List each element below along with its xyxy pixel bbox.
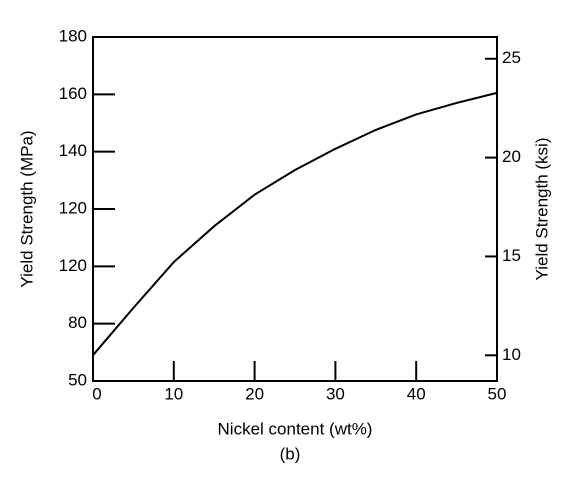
y2-tick-label: 20	[502, 147, 521, 166]
x-tick-label: 30	[326, 384, 345, 403]
y-axis-label: Yield Strength (MPa)	[17, 130, 36, 287]
plot-frame	[92, 36, 498, 382]
x-tick-label: 20	[245, 384, 264, 403]
x-tick-label: 40	[407, 384, 426, 403]
y-tick-label: 120	[59, 256, 87, 275]
caption: (b)	[280, 444, 301, 463]
y-tick-label: 140	[59, 141, 87, 160]
y-tick-label: 180	[59, 26, 87, 45]
x-axis-label: Nickel content (wt%)	[218, 419, 373, 438]
x-tick-label: 0	[92, 384, 101, 403]
y2-axis-label: Yield Strength (ksi)	[532, 138, 551, 281]
y-tick-label: 120	[59, 198, 87, 217]
x-tick-label: 50	[488, 384, 507, 403]
y-tick-label: 50	[68, 370, 87, 389]
y-tick-label: 160	[59, 84, 87, 103]
data-line	[92, 91, 498, 356]
y-tick-label: 80	[68, 313, 87, 332]
y2-tick-label: 15	[502, 246, 521, 265]
y2-tick-label: 25	[502, 48, 521, 67]
y2-tick-label: 10	[502, 345, 521, 364]
x-tick-label: 10	[164, 384, 183, 403]
